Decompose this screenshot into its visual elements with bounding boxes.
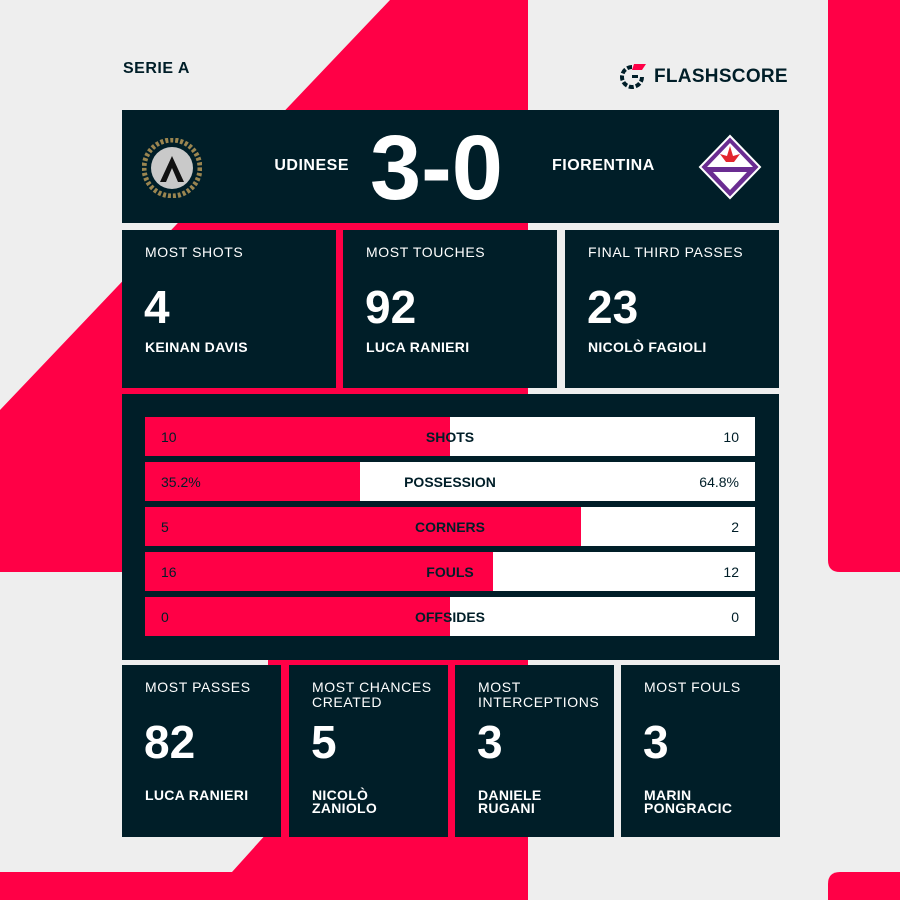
brand-name: FLASHSCORE: [654, 66, 788, 87]
stat-bar-offsides: 0 OFFSIDES 0: [145, 597, 755, 636]
stat-bar-shots: 10 SHOTS 10: [145, 417, 755, 456]
stat-name: CORNERS: [414, 519, 485, 535]
player-name: MARIN PONGRACIC: [644, 787, 733, 816]
away-value: 12: [723, 564, 739, 580]
stat-label: MOST PASSES: [145, 679, 251, 695]
league-title: SERIE A: [123, 60, 190, 77]
player-name: KEINAN DAVIS: [145, 339, 248, 355]
home-share-fill: [145, 462, 360, 501]
stat-label: MOST INTERCEPTIONS: [478, 679, 600, 710]
home-share-fill: [145, 597, 450, 636]
stat-bar-possession: 35.2% POSSESSION 64.8%: [145, 462, 755, 501]
player-stat-card: MOST TOUCHES 92 LUCA RANIERI: [343, 230, 557, 388]
stat-value: 23: [587, 281, 639, 333]
stat-label: MOST SHOTS: [145, 244, 244, 260]
udinese-crest-icon: [142, 138, 202, 198]
score: 3-0: [370, 117, 503, 219]
stat-name: POSSESSION: [404, 474, 496, 490]
player-name: LUCA RANIERI: [145, 787, 249, 803]
flashscore-logo-icon: [620, 64, 646, 89]
stat-bar-fouls: 16 FOULS 12: [145, 552, 755, 591]
player-name: DANIELE RUGANI: [478, 787, 542, 816]
player-stat-card: MOST SHOTS 4 KEINAN DAVIS: [122, 230, 336, 388]
player-name: LUCA RANIERI: [366, 339, 470, 355]
flashscore-logo: FLASHSCORE: [618, 63, 788, 91]
away-team: FIORENTINA: [552, 157, 655, 174]
player-name: NICOLÒ ZANIOLO: [312, 787, 378, 816]
stat-value: 5: [311, 716, 337, 768]
stat-value: 3: [643, 716, 669, 768]
stat-label: MOST CHANCES CREATED: [312, 679, 432, 710]
stat-label: FINAL THIRD PASSES: [588, 244, 744, 260]
home-share-fill: [145, 417, 450, 456]
player-stat-card: FINAL THIRD PASSES 23 NICOLÒ FAGIOLI: [565, 230, 779, 388]
away-value: 10: [723, 429, 739, 445]
stat-label: MOST FOULS: [644, 679, 741, 695]
home-value: 35.2%: [161, 474, 201, 490]
scoreboard: UDINESE 3-0 FIORENTINA: [122, 110, 779, 223]
player-stat-card: MOST INTERCEPTIONS 3 DANIELE RUGANI: [455, 665, 614, 837]
stat-name: SHOTS: [425, 429, 475, 445]
player-stat-card: MOST CHANCES CREATED 5 NICOLÒ ZANIOLO: [289, 665, 448, 837]
team-stats-panel: 10 SHOTS 10 35.2% POSSESSION 64.8% 5 CORNERS 2 16…: [122, 394, 779, 660]
stat-value: 4: [144, 281, 170, 333]
stat-label: MOST TOUCHES: [366, 244, 486, 260]
away-value: 2: [731, 519, 739, 535]
home-share-fill: [145, 507, 581, 546]
player-name: NICOLÒ FAGIOLI: [588, 339, 707, 355]
home-value: 10: [161, 429, 177, 445]
home-value: 16: [161, 564, 177, 580]
home-value: 5: [161, 519, 169, 535]
home-value: 0: [161, 609, 169, 625]
player-stat-card: MOST PASSES 82 LUCA RANIERI: [122, 665, 281, 837]
player-stat-card: MOST FOULS 3 MARIN PONGRACIC: [621, 665, 780, 837]
home-share-fill: [145, 552, 494, 591]
away-value: 0: [731, 609, 739, 625]
stat-name: FOULS: [426, 564, 474, 580]
fiorentina-crest-icon: [698, 134, 762, 200]
stat-value: 82: [144, 716, 196, 768]
stat-name: OFFSIDES: [414, 609, 485, 625]
home-team: UDINESE: [274, 157, 349, 174]
stat-value: 92: [365, 281, 417, 333]
stat-bar-corners: 5 CORNERS 2: [145, 507, 755, 546]
stat-value: 3: [477, 716, 503, 768]
away-value: 64.8%: [699, 474, 739, 490]
